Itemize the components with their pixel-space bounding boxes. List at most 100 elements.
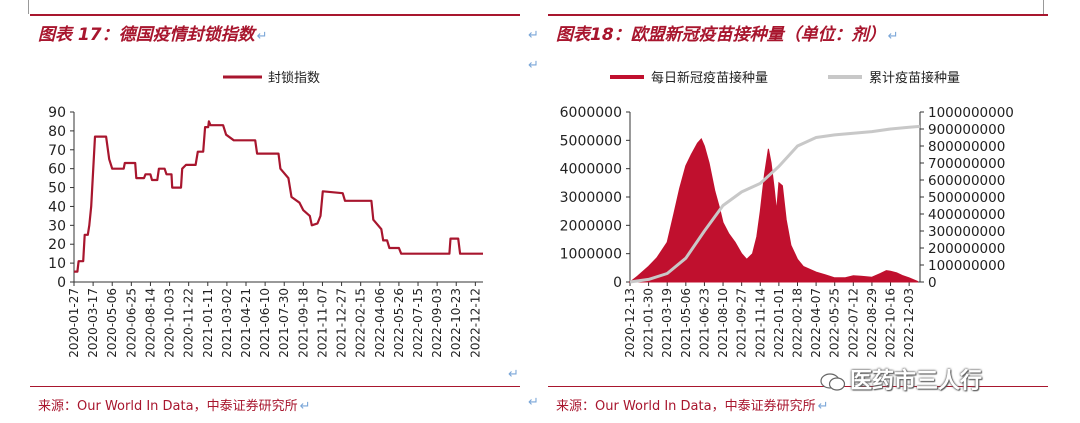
x-tick-label: 2020-05-06 [105, 288, 119, 358]
return-mark-icon: ↵ [528, 395, 539, 410]
x-tick-label: 2021-04-21 [239, 288, 253, 358]
y-right-tick-label: 600000000 [928, 173, 1005, 189]
x-tick-label: 2022-05-25 [828, 288, 842, 358]
y-left-tick-label: 6000000 [560, 105, 622, 121]
y-right-tick-label: 500000000 [928, 190, 1005, 206]
return-mark-icon: ↵ [887, 29, 899, 44]
x-tick-label: 2021-01-11 [201, 288, 215, 358]
x-tick-label: 2021-07-30 [277, 288, 291, 358]
corner-mark-right [1043, 0, 1044, 14]
wechat-icon [820, 373, 846, 391]
y-tick-label: 80 [48, 124, 66, 140]
x-tick-label: 2020-01-27 [67, 288, 81, 358]
watermark-text: 医药市三人行 [850, 369, 983, 394]
y-right-tick-label: 100000000 [928, 258, 1005, 274]
series-line-cumulative-vaccinations [629, 124, 921, 284]
x-tick-label: 2020-10-03 [163, 288, 177, 358]
x-tick-label: 2021-11-14 [753, 288, 767, 358]
y-tick-label: 40 [48, 199, 66, 215]
x-tick-label: 2022-04-07 [809, 288, 823, 358]
eu-vaccination-chart: 每日新冠疫苗接种量 累计疫苗接种量 0 1000000 2000000 3000000 40… [560, 70, 1014, 358]
y-right-tick-label: 700000000 [928, 156, 1005, 172]
y-tick-label: 50 [48, 181, 66, 197]
x-tick-label: 2022-04-06 [373, 288, 387, 358]
legend-label-cumulative: 累计疫苗接种量 [869, 70, 960, 86]
return-mark-icon: ↵ [256, 29, 268, 44]
return-mark-icon: ↵ [528, 28, 539, 43]
right-source: 来源：Our World In Data，中泰证券研究所 ↵ [556, 395, 829, 414]
x-tick-label: 2021-06-23 [697, 288, 711, 358]
x-tick-label: 2022-09-03 [430, 288, 444, 358]
y-tick-label: 60 [48, 162, 66, 178]
x-tick-label: 2021-05-06 [679, 288, 693, 358]
source-rule [548, 386, 1048, 387]
left-figure-title: 图表 17：德国疫情封锁指数 ↵ [38, 20, 267, 45]
y-tick-label: 0 [57, 275, 66, 291]
left-source-text: 来源：Our World In Data，中泰证券研究所 [38, 399, 298, 414]
y-right-tick-label: 800000000 [928, 139, 1005, 155]
return-mark-icon: ↵ [528, 58, 539, 73]
x-tick-label: 2021-12-27 [335, 288, 349, 358]
x-tick-label: 2021-09-18 [296, 288, 310, 358]
x-tick-label: 2021-03-19 [660, 288, 674, 358]
x-tick-label: 2022-12-12 [468, 288, 482, 358]
x-tick-label: 2021-11-07 [315, 288, 329, 358]
source-rule [30, 386, 520, 387]
y-right-tick-label: 900000000 [928, 122, 1005, 138]
y-right-tick-label: 0 [928, 275, 937, 291]
x-tick-label: 2022-07-12 [846, 288, 860, 358]
y-tick-label: 30 [48, 218, 66, 234]
x-tick-label: 2020-11-22 [182, 288, 196, 358]
x-tick-label: 2022-01-01 [772, 288, 786, 358]
legend-label: 封锁指数 [268, 70, 320, 86]
corner-mark-left [28, 0, 29, 14]
x-tick-label: 2022-08-29 [865, 288, 879, 358]
x-tick-label: 2021-03-02 [220, 288, 234, 358]
watermark: 医药市三人行 [820, 363, 982, 395]
x-tick-label: 2022-07-15 [411, 288, 425, 358]
series-area-daily-vaccinations [628, 137, 919, 283]
title-top-rule [30, 14, 520, 16]
x-tick-label: 2022-12-03 [902, 288, 916, 358]
x-tick-label: 2020-08-14 [143, 288, 157, 358]
y-left-tick-label: 2000000 [560, 218, 622, 234]
x-tick-label: 2020-12-13 [623, 288, 637, 358]
y-left-tick-label: 4000000 [560, 162, 622, 178]
lockdown-index-chart: 封锁指数 0 10 20 30 40 50 60 70 80 90 2020-01-27 2020-03… [48, 70, 483, 358]
title-top-rule [548, 14, 1048, 16]
x-tick-label: 2021-08-10 [716, 288, 730, 358]
right-source-text: 来源：Our World In Data，中泰证券研究所 [556, 399, 816, 414]
y-tick-label: 70 [48, 143, 66, 159]
left-figure-panel: 图表 17：德国疫情封锁指数 ↵ 封锁指数 0 10 20 30 40 50 60 70 80 90 2… [30, 0, 520, 423]
series-line-lockdown-index [74, 120, 483, 273]
y-right-tick-label: 200000000 [928, 241, 1005, 257]
y-tick-label: 90 [48, 105, 66, 121]
y-left-tick-label: 1000000 [560, 247, 622, 263]
y-left-tick-label: 5000000 [560, 133, 622, 149]
x-tick-label: 2021-09-27 [735, 288, 749, 358]
y-tick-label: 20 [48, 237, 66, 253]
y-left-tick-label: 3000000 [560, 190, 622, 206]
x-tick-label: 2022-05-26 [392, 288, 406, 358]
x-tick-label: 2022-10-23 [449, 288, 463, 358]
right-figure-title-text: 图表18：欧盟新冠疫苗接种量（单位：剂） [556, 25, 886, 45]
right-figure-title: 图表18：欧盟新冠疫苗接种量（单位：剂） ↵ [556, 20, 899, 45]
x-tick-label: 2022-02-18 [790, 288, 804, 358]
y-right-tick-label: 300000000 [928, 224, 1005, 240]
y-right-tick-label: 400000000 [928, 207, 1005, 223]
x-tick-label: 2022-10-16 [884, 288, 898, 358]
y-tick-label: 10 [48, 256, 66, 272]
x-tick-label: 2020-03-17 [86, 288, 100, 358]
right-figure-panel: 图表18：欧盟新冠疫苗接种量（单位：剂） ↵ 每日新冠疫苗接种量 累计疫苗接种量 0 1… [548, 0, 1048, 423]
return-mark-icon: ↵ [299, 399, 311, 414]
left-source: 来源：Our World In Data，中泰证券研究所 ↵ [38, 395, 311, 414]
return-mark-icon: ↵ [508, 367, 519, 382]
y-left-tick-label: 0 [613, 275, 622, 291]
y-right-tick-label: 1000000000 [928, 105, 1014, 121]
left-figure-title-text: 图表 17：德国疫情封锁指数 [38, 25, 255, 45]
x-tick-label: 2021-01-30 [642, 288, 656, 358]
return-mark-icon: ↵ [817, 399, 829, 414]
legend-label-daily: 每日新冠疫苗接种量 [651, 70, 768, 86]
x-tick-label: 2021-06-10 [258, 288, 272, 358]
x-tick-label: 2022-02-15 [354, 288, 368, 358]
